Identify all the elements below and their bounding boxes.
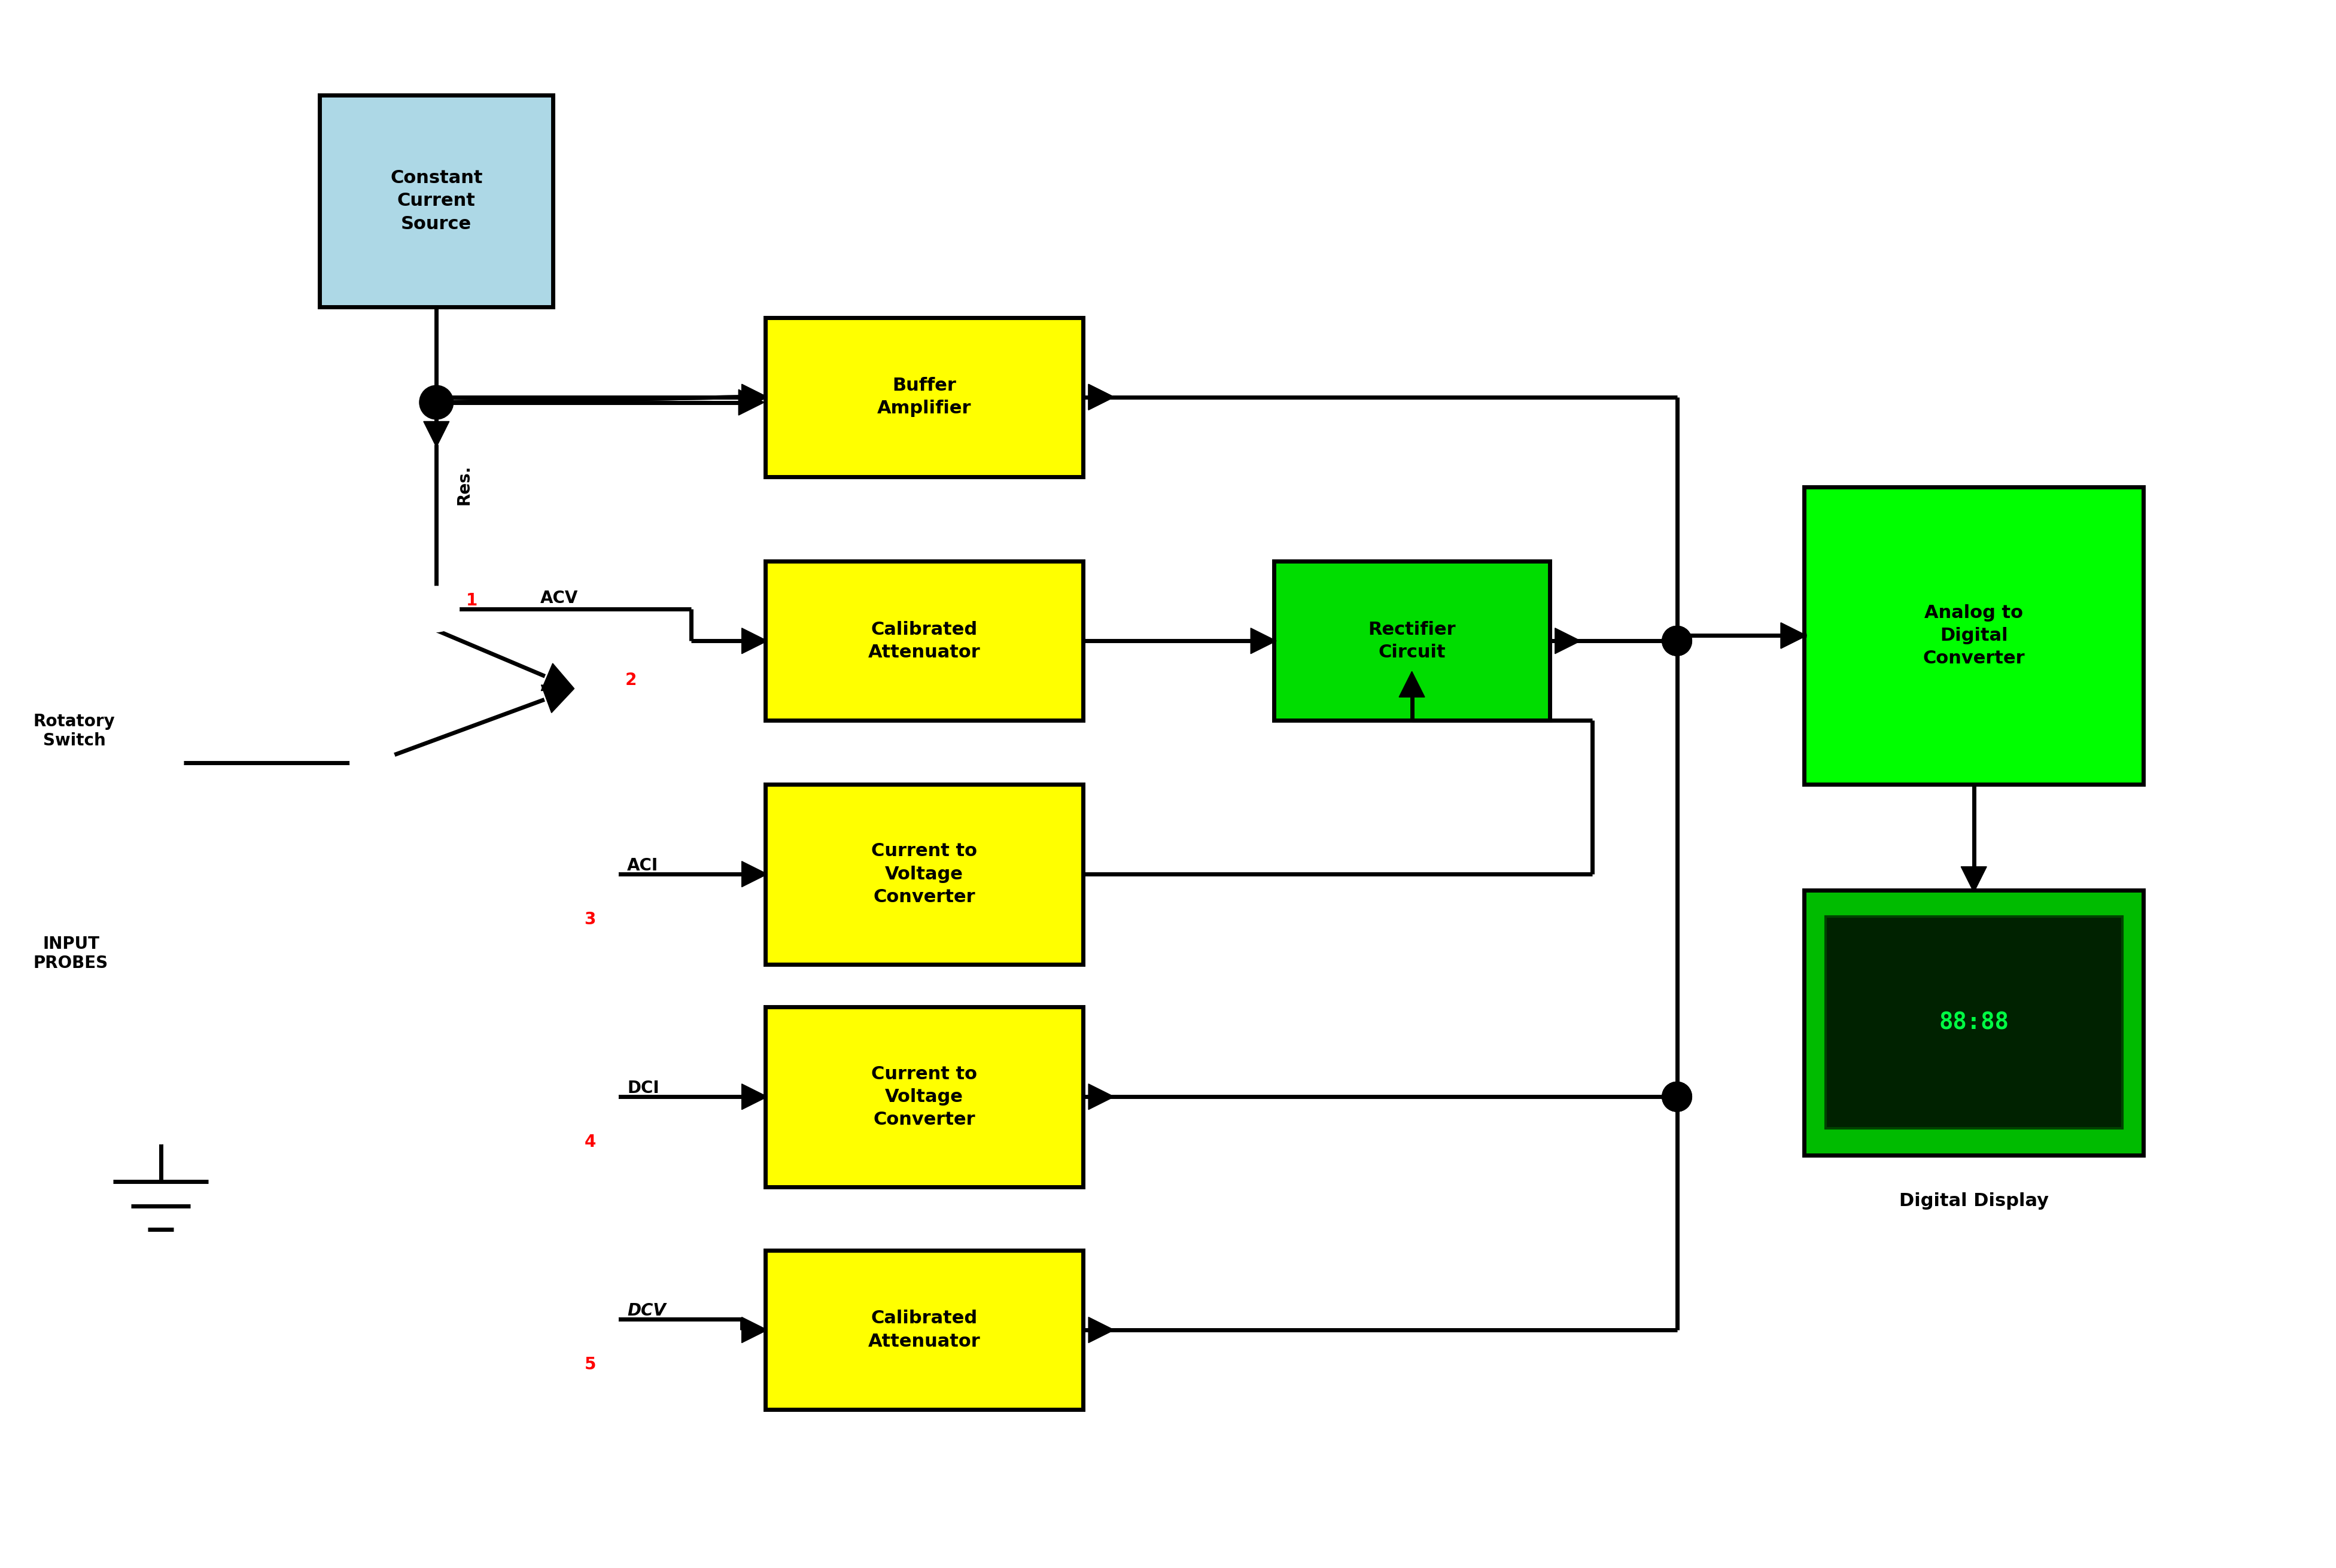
Text: Constant
Current
Source: Constant Current Source xyxy=(390,169,484,232)
Circle shape xyxy=(575,853,617,895)
Circle shape xyxy=(131,1083,192,1143)
Polygon shape xyxy=(743,384,769,409)
Polygon shape xyxy=(743,384,769,409)
Text: Rotatory
Switch: Rotatory Switch xyxy=(33,713,114,750)
Polygon shape xyxy=(1780,622,1806,649)
Text: Rectifier
Circuit: Rectifier Circuit xyxy=(1369,621,1455,662)
FancyBboxPatch shape xyxy=(1803,891,2144,1156)
Text: ACV: ACV xyxy=(540,590,579,607)
Circle shape xyxy=(140,742,182,784)
Text: DCV: DCV xyxy=(628,1303,666,1319)
Circle shape xyxy=(420,386,453,419)
Circle shape xyxy=(575,1298,617,1341)
Text: Calibrated
Attenuator: Calibrated Attenuator xyxy=(869,1309,981,1350)
FancyBboxPatch shape xyxy=(766,561,1084,720)
Text: Buffer
Amplifier: Buffer Amplifier xyxy=(876,376,972,417)
Text: Analog to
Digital
Converter: Analog to Digital Converter xyxy=(1923,604,2025,666)
FancyBboxPatch shape xyxy=(1273,561,1549,720)
Polygon shape xyxy=(743,629,769,654)
Polygon shape xyxy=(743,1317,769,1342)
FancyBboxPatch shape xyxy=(1824,917,2123,1129)
Text: Current to
Voltage
Converter: Current to Voltage Converter xyxy=(871,1065,976,1129)
Circle shape xyxy=(1663,1082,1691,1112)
Text: 88:88: 88:88 xyxy=(1939,1011,2009,1033)
Polygon shape xyxy=(743,861,769,887)
Polygon shape xyxy=(542,663,575,690)
FancyBboxPatch shape xyxy=(766,1250,1084,1410)
Polygon shape xyxy=(1089,1083,1114,1110)
Polygon shape xyxy=(743,1083,769,1110)
FancyBboxPatch shape xyxy=(1803,488,2144,784)
Circle shape xyxy=(575,668,617,710)
Text: Current to
Voltage
Converter: Current to Voltage Converter xyxy=(871,842,976,906)
Text: ACI: ACI xyxy=(628,858,659,873)
Text: DCI: DCI xyxy=(628,1080,659,1096)
Polygon shape xyxy=(423,422,449,447)
FancyBboxPatch shape xyxy=(766,1007,1084,1187)
Polygon shape xyxy=(1556,629,1581,654)
Circle shape xyxy=(1663,626,1691,655)
Text: 2: 2 xyxy=(626,671,638,688)
Polygon shape xyxy=(738,389,764,416)
FancyBboxPatch shape xyxy=(766,318,1084,477)
Text: 1: 1 xyxy=(467,593,477,608)
FancyBboxPatch shape xyxy=(320,96,554,307)
Text: 5: 5 xyxy=(584,1356,596,1374)
Circle shape xyxy=(1663,626,1691,655)
Text: Digital Display: Digital Display xyxy=(1899,1192,2049,1209)
Text: 3: 3 xyxy=(584,911,596,928)
Polygon shape xyxy=(1089,1317,1114,1342)
Polygon shape xyxy=(1399,671,1425,698)
FancyBboxPatch shape xyxy=(766,784,1084,964)
Circle shape xyxy=(575,1076,617,1118)
Text: INPUT
PROBES: INPUT PROBES xyxy=(33,936,107,972)
Text: Calibrated
Attenuator: Calibrated Attenuator xyxy=(869,621,981,662)
Circle shape xyxy=(1663,1082,1691,1112)
Polygon shape xyxy=(1089,384,1114,409)
Polygon shape xyxy=(1250,629,1275,654)
Text: 4: 4 xyxy=(584,1134,596,1151)
Polygon shape xyxy=(1089,384,1114,409)
Polygon shape xyxy=(1960,867,1986,892)
Circle shape xyxy=(350,742,395,784)
Polygon shape xyxy=(1780,622,1806,649)
Text: Res.: Res. xyxy=(456,464,472,505)
Polygon shape xyxy=(542,685,575,713)
Circle shape xyxy=(416,588,458,630)
